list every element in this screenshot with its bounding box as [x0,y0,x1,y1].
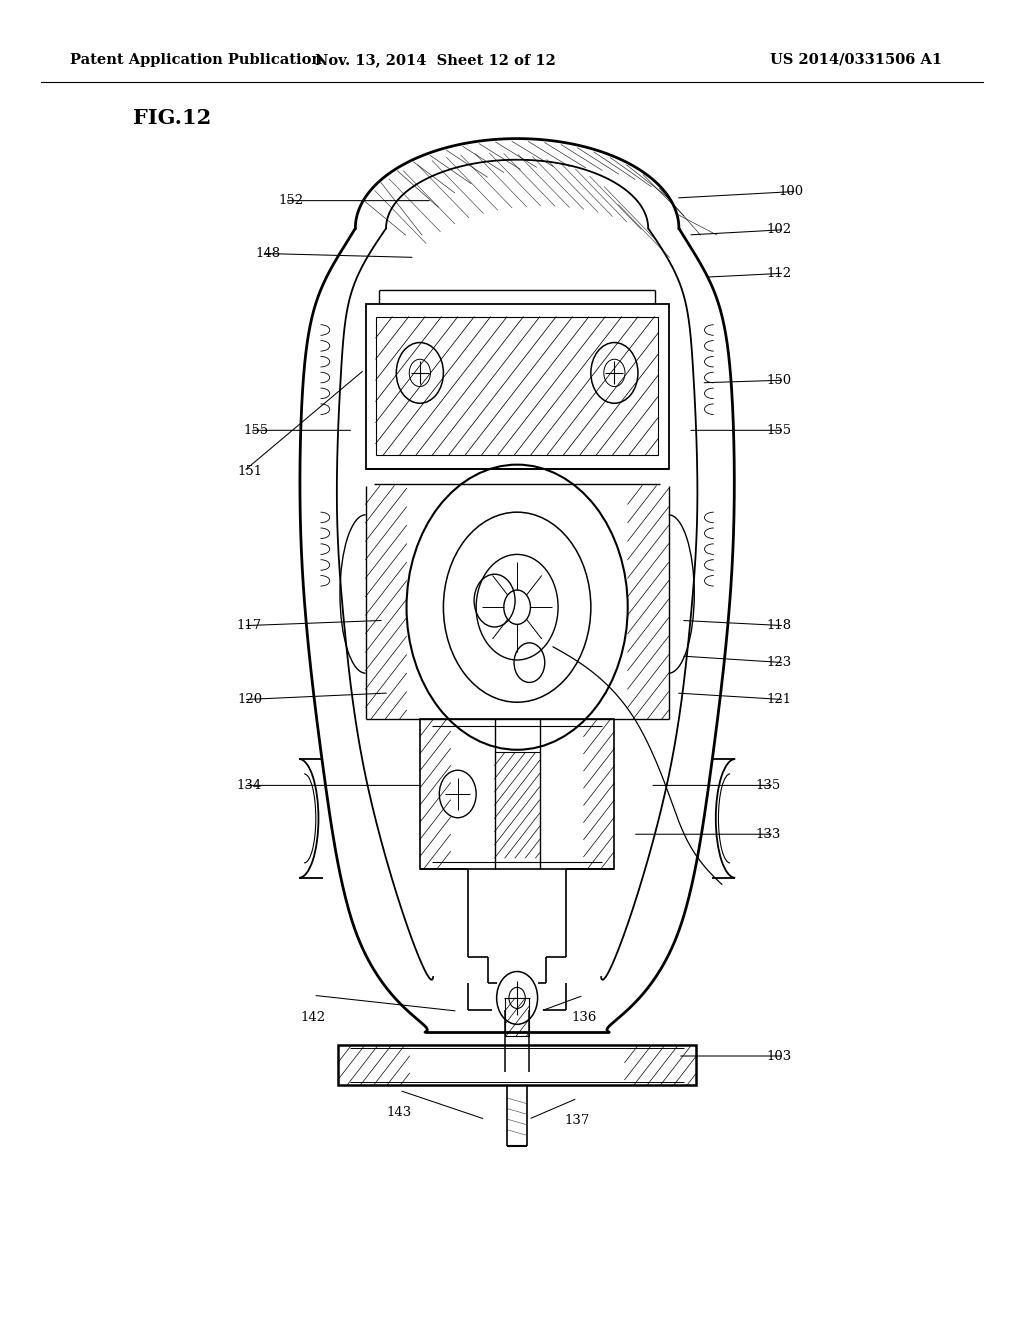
Bar [376,317,658,455]
Text: 151: 151 [237,465,262,478]
Text: 134: 134 [237,779,262,792]
Text: 133: 133 [756,828,781,841]
Text: 150: 150 [766,374,792,387]
Bar [420,719,614,869]
Text: 137: 137 [565,1114,590,1127]
Text: FIG.12: FIG.12 [133,108,211,128]
Bar [338,1045,696,1085]
Text: 152: 152 [278,194,303,207]
Text: 118: 118 [766,619,792,632]
Text: 100: 100 [778,185,804,198]
Bar [366,304,669,469]
Text: 142: 142 [301,1011,326,1024]
Text: 155: 155 [243,424,268,437]
Text: 136: 136 [571,1011,596,1024]
Text: US 2014/0331506 A1: US 2014/0331506 A1 [770,53,942,67]
Text: 112: 112 [766,267,792,280]
Text: 123: 123 [766,656,792,669]
Text: 148: 148 [255,247,281,260]
Text: 155: 155 [766,424,792,437]
Text: 135: 135 [756,779,781,792]
Text: 143: 143 [387,1106,412,1119]
Text: 117: 117 [237,619,262,632]
Text: 102: 102 [766,223,792,236]
Text: Patent Application Publication: Patent Application Publication [70,53,322,67]
Text: Nov. 13, 2014  Sheet 12 of 12: Nov. 13, 2014 Sheet 12 of 12 [314,53,556,67]
Text: 121: 121 [766,693,792,706]
Text: 120: 120 [237,693,262,706]
Text: 103: 103 [766,1049,792,1063]
